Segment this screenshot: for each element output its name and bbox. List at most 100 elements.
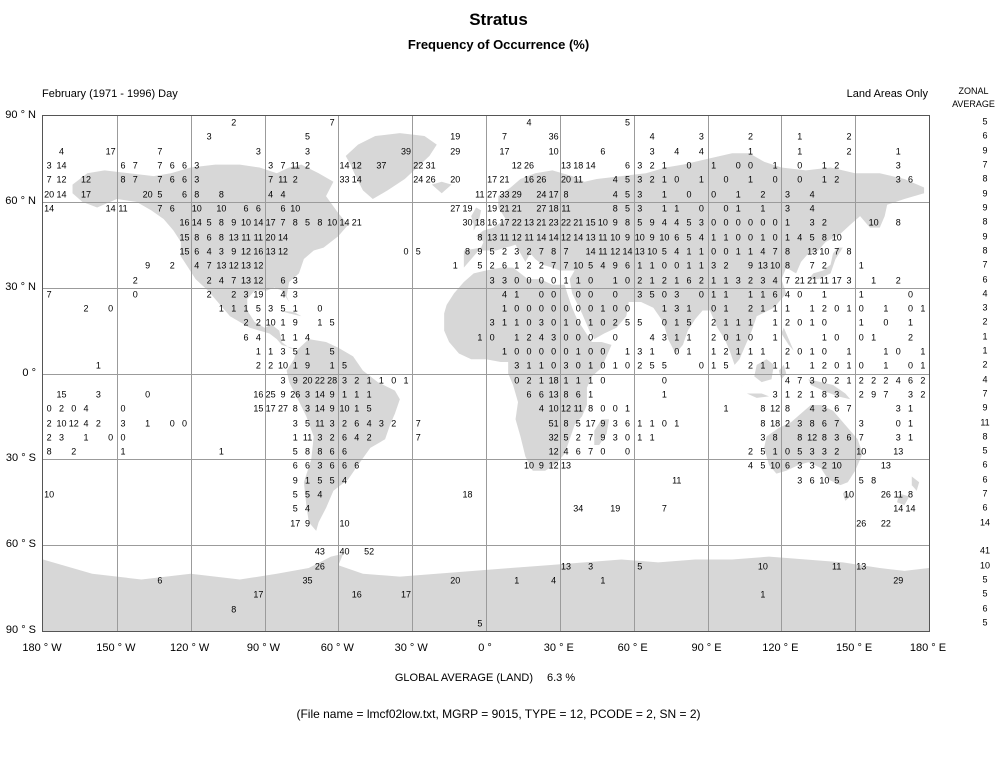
grid-value: 7	[415, 432, 421, 443]
zonal-average-value: 7	[982, 488, 988, 499]
grid-value: 0	[661, 375, 667, 386]
page-subtitle: Frequency of Occurrence (%)	[407, 37, 590, 52]
grid-value: 9	[292, 317, 298, 328]
grid-value: 22	[511, 217, 522, 228]
grid-value: 2	[526, 332, 532, 343]
grid-value: 0	[908, 289, 914, 300]
grid-value: 14	[339, 160, 350, 171]
grid-value: 0	[735, 232, 741, 243]
grid-value: 9	[305, 360, 311, 371]
grid-value: 1	[711, 360, 717, 371]
grid-value: 12	[68, 418, 79, 429]
grid-value: 16	[351, 589, 362, 600]
grid-value: 1	[871, 275, 877, 285]
lon-tick-label: 30 ° E	[543, 642, 574, 654]
global-average: GLOBAL AVERAGE (LAND) 6.3 %	[42, 672, 928, 684]
grid-value: 1	[723, 303, 729, 314]
grid-value: 1	[711, 232, 717, 243]
grid-value: 2	[698, 275, 704, 285]
grid-value: 9	[231, 217, 237, 228]
grid-value: 12	[351, 160, 362, 171]
zonal-average-value: 6	[982, 274, 988, 284]
zonal-average-value: 9	[982, 188, 988, 199]
grid-value: 18	[462, 489, 473, 500]
grid-value: 1	[674, 203, 680, 214]
file-caption: (File name = lmcf02low.txt, MGRP = 9015,…	[296, 707, 701, 721]
grid-value: 1	[723, 317, 729, 328]
grid-value: 0	[821, 346, 827, 357]
landmass-australia	[764, 404, 863, 486]
grid-value: 1	[563, 375, 569, 386]
grid-value: 12	[277, 246, 288, 257]
grid-value: 6	[846, 432, 852, 443]
grid-value: 6	[834, 403, 840, 414]
grid-value: 2	[895, 275, 901, 285]
grid-value: 7	[132, 174, 138, 185]
landmass-java	[746, 393, 770, 398]
grid-value: 7	[834, 246, 840, 257]
grid-value: 3	[612, 432, 618, 443]
grid-value: 8	[120, 174, 126, 185]
grid-value: 0	[858, 332, 864, 343]
grid-value: 12	[81, 174, 92, 185]
grid-value: 1	[588, 375, 594, 386]
grid-value: 9	[477, 246, 483, 257]
grid-value: 8	[563, 189, 569, 200]
grid-value: 1	[772, 332, 778, 343]
grid-value: 7	[132, 160, 138, 171]
grid-value: 0	[772, 217, 778, 228]
grid-value: 0	[526, 317, 532, 328]
grid-value: 3	[588, 561, 594, 572]
grid-value: 4	[194, 260, 200, 271]
grid-value: 2	[858, 389, 864, 400]
grid-value: 5	[317, 475, 323, 486]
grid-value: 1	[920, 346, 926, 357]
lon-tick-label: 90 ° W	[246, 642, 281, 654]
grid-value: 1	[649, 275, 655, 285]
grid-value: 5	[661, 360, 667, 371]
grid-value: 7	[883, 389, 889, 400]
grid-value: 3	[821, 403, 827, 414]
grid-value: 17	[81, 189, 92, 200]
grid-value: 4	[895, 375, 901, 386]
grid-value: 26	[880, 489, 891, 500]
grid-value: 0	[563, 303, 569, 314]
grid-value: 10	[573, 260, 584, 271]
grid-value: 3	[735, 275, 741, 285]
grid-value: 0	[797, 160, 803, 171]
grid-value: 4	[760, 246, 766, 257]
grid-value: 1	[735, 346, 741, 357]
grid-value: 10	[290, 203, 301, 214]
grid-value: 27	[536, 203, 547, 214]
grid-value: 3	[563, 360, 569, 371]
grid-value: 4	[255, 332, 261, 343]
grid-value: 1	[649, 346, 655, 357]
grid-value: 1	[686, 246, 692, 257]
grid-value: 1	[723, 289, 729, 300]
grid-value: 1	[501, 303, 507, 314]
grid-value: 2	[883, 375, 889, 386]
grid-value: 0	[674, 174, 680, 185]
grid-value: 1	[403, 375, 409, 386]
grid-value: 5	[723, 360, 729, 371]
lat-tick-label: 30 ° N	[5, 280, 36, 293]
grid-value: 13	[216, 260, 227, 271]
grid-value: 11	[573, 174, 583, 185]
grid-value: 33	[499, 189, 510, 200]
grid-value: 2	[538, 260, 544, 271]
grid-value: 1	[354, 389, 360, 400]
grid-value: 0	[588, 303, 594, 314]
landmass-japan	[808, 247, 843, 280]
grid-value: 9	[231, 246, 237, 257]
grid-value: 1	[674, 418, 680, 429]
grid-value: 2	[501, 246, 507, 257]
grid-value: 0	[661, 317, 667, 328]
lon-axis: 180 ° W 150 ° W 120 ° W 90 ° W 60 ° W 30 ° W 0…	[22, 642, 946, 658]
grid-value: 2	[661, 275, 667, 285]
grid-value: 0	[181, 418, 188, 429]
grid-value: 17	[499, 217, 510, 228]
grid-value: 9	[145, 260, 151, 271]
grid-value: 2	[354, 375, 360, 386]
grid-value: 5	[329, 475, 335, 486]
grid-value: 4	[784, 375, 790, 386]
